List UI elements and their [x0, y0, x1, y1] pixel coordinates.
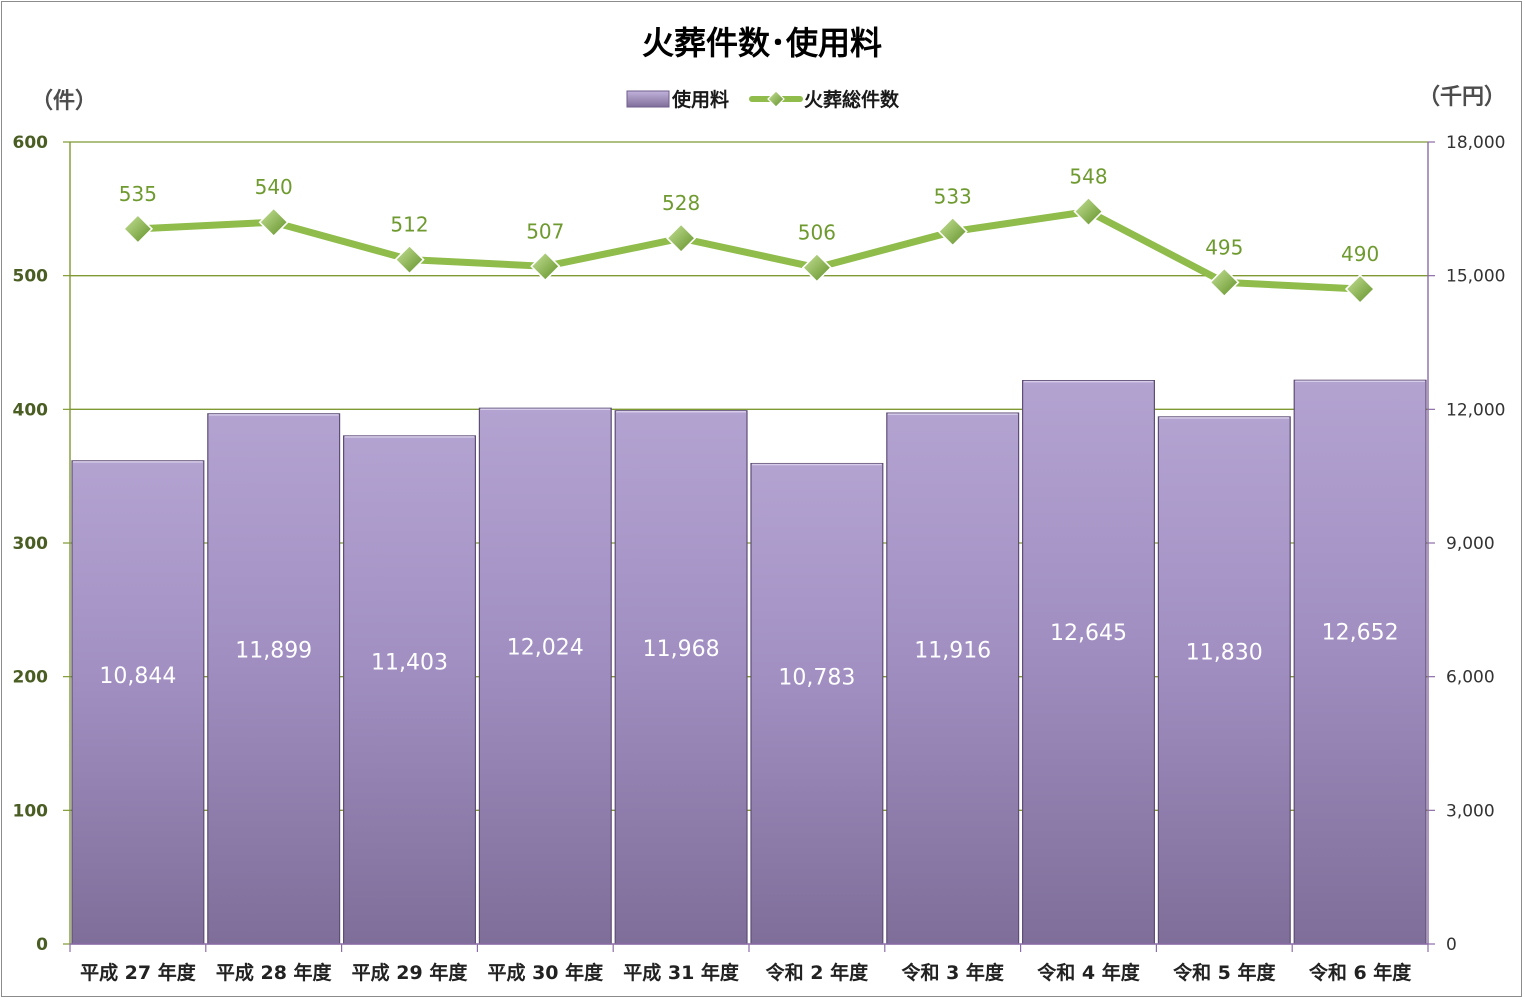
bar-usage-fee	[478, 407, 612, 945]
line-value-label: 528	[662, 191, 700, 215]
line-point-marker	[1073, 196, 1104, 227]
bar-value-label: 10,783	[778, 666, 855, 691]
line-layer	[122, 196, 1376, 305]
chart-title: 火葬件数･使用料	[642, 24, 882, 62]
x-axis-category-label: 令和 3 年度	[901, 961, 1004, 984]
legend-bar-swatch	[626, 90, 670, 108]
left-axis-tick-label: 400	[13, 400, 49, 420]
line-point-marker	[530, 251, 561, 282]
x-axis-category-label: 令和 6 年度	[1309, 961, 1412, 984]
line-point-marker	[122, 213, 154, 245]
bar-usage-fee	[886, 412, 1020, 945]
x-axis-category-label: 平成 27 年度	[80, 961, 197, 984]
line-value-label: 506	[798, 221, 836, 245]
bar-usage-fee	[1157, 416, 1291, 945]
legend-line-marker	[767, 90, 785, 108]
x-axis-category-label: 平成 28 年度	[216, 961, 333, 984]
x-axis-category-label: 令和 2 年度	[766, 961, 869, 984]
bar-value-label: 12,652	[1322, 621, 1399, 646]
line-value-label: 533	[934, 185, 972, 209]
bar-value-label: 11,899	[235, 639, 312, 664]
line-value-label: 548	[1069, 165, 1107, 189]
bar-usage-fee	[614, 410, 748, 945]
right-axis-tick-label: 3,000	[1446, 801, 1495, 821]
line-point-marker	[1209, 267, 1240, 298]
bar-value-label: 12,645	[1050, 621, 1127, 646]
line-value-label: 495	[1205, 235, 1243, 259]
x-axis-category-label: 平成 31 年度	[623, 961, 740, 984]
bar-layer	[71, 379, 1427, 945]
bar-usage-fee	[343, 435, 477, 945]
line-point-marker	[258, 207, 289, 238]
bar-value-label: 12,024	[507, 636, 584, 661]
legend-line-label: 火葬総件数	[804, 88, 900, 111]
bar-usage-fee	[207, 413, 341, 945]
right-axis-tick-label: 6,000	[1446, 668, 1495, 688]
bar-value-label: 11,968	[643, 637, 720, 662]
bar-usage-fee	[71, 460, 205, 945]
left-axis-tick-label: 300	[13, 534, 49, 554]
bar-value-label: 11,916	[914, 638, 991, 663]
right-axis-tick-label: 9,000	[1446, 534, 1495, 554]
x-axis-category-label: 平成 29 年度	[352, 961, 469, 984]
line-value-label: 512	[390, 213, 428, 237]
x-axis-category-label: 平成 30 年度	[487, 961, 604, 984]
legend: 使用料 火葬総件数	[626, 88, 900, 111]
left-axis-tick-label: 0	[36, 935, 48, 955]
x-axis-category-label: 令和 4 年度	[1037, 961, 1140, 984]
line-value-label: 507	[526, 219, 564, 243]
line-point-marker	[801, 252, 833, 283]
line-value-label: 490	[1341, 242, 1379, 266]
line-value-label: 535	[119, 182, 157, 206]
line-total-cremations	[134, 208, 1364, 293]
bar-value-label: 10,844	[99, 664, 176, 689]
right-axis-tick-label: 12,000	[1446, 400, 1505, 420]
line-point-marker	[937, 216, 968, 247]
right-axis-tick-label: 15,000	[1446, 267, 1505, 287]
bar-usage-fee	[1021, 379, 1155, 945]
left-axis-tick-label: 100	[13, 801, 49, 821]
label-layer: 10,844 11,899 11,403 12,024 11,968 10,783 11,9…	[99, 165, 1398, 691]
bar-usage-fee	[1293, 379, 1427, 945]
line-point-marker	[1344, 273, 1376, 305]
line-value-label: 540	[255, 175, 293, 199]
x-axis-category-label: 令和 5 年度	[1173, 961, 1276, 984]
bar-value-label: 11,403	[371, 651, 448, 676]
line-point-marker	[394, 244, 425, 275]
legend-bar-label: 使用料	[671, 88, 729, 111]
line-point-marker	[665, 223, 697, 254]
right-axis-tick-label: 18,000	[1446, 133, 1505, 153]
left-axis-tick-label: 600	[13, 133, 49, 153]
bar-value-label: 11,830	[1186, 640, 1263, 665]
bar-usage-fee	[750, 462, 884, 945]
left-axis-unit: （件）	[31, 89, 97, 114]
axis-layer: 0 100 200 300 400 500 600 0 3,000 6,000 9,000 12,00…	[13, 133, 1506, 984]
left-axis-tick-label: 200	[13, 668, 49, 688]
right-axis-tick-label: 0	[1446, 935, 1457, 955]
right-axis-unit: （千円）	[1418, 85, 1506, 110]
left-axis-tick-label: 500	[13, 267, 49, 287]
